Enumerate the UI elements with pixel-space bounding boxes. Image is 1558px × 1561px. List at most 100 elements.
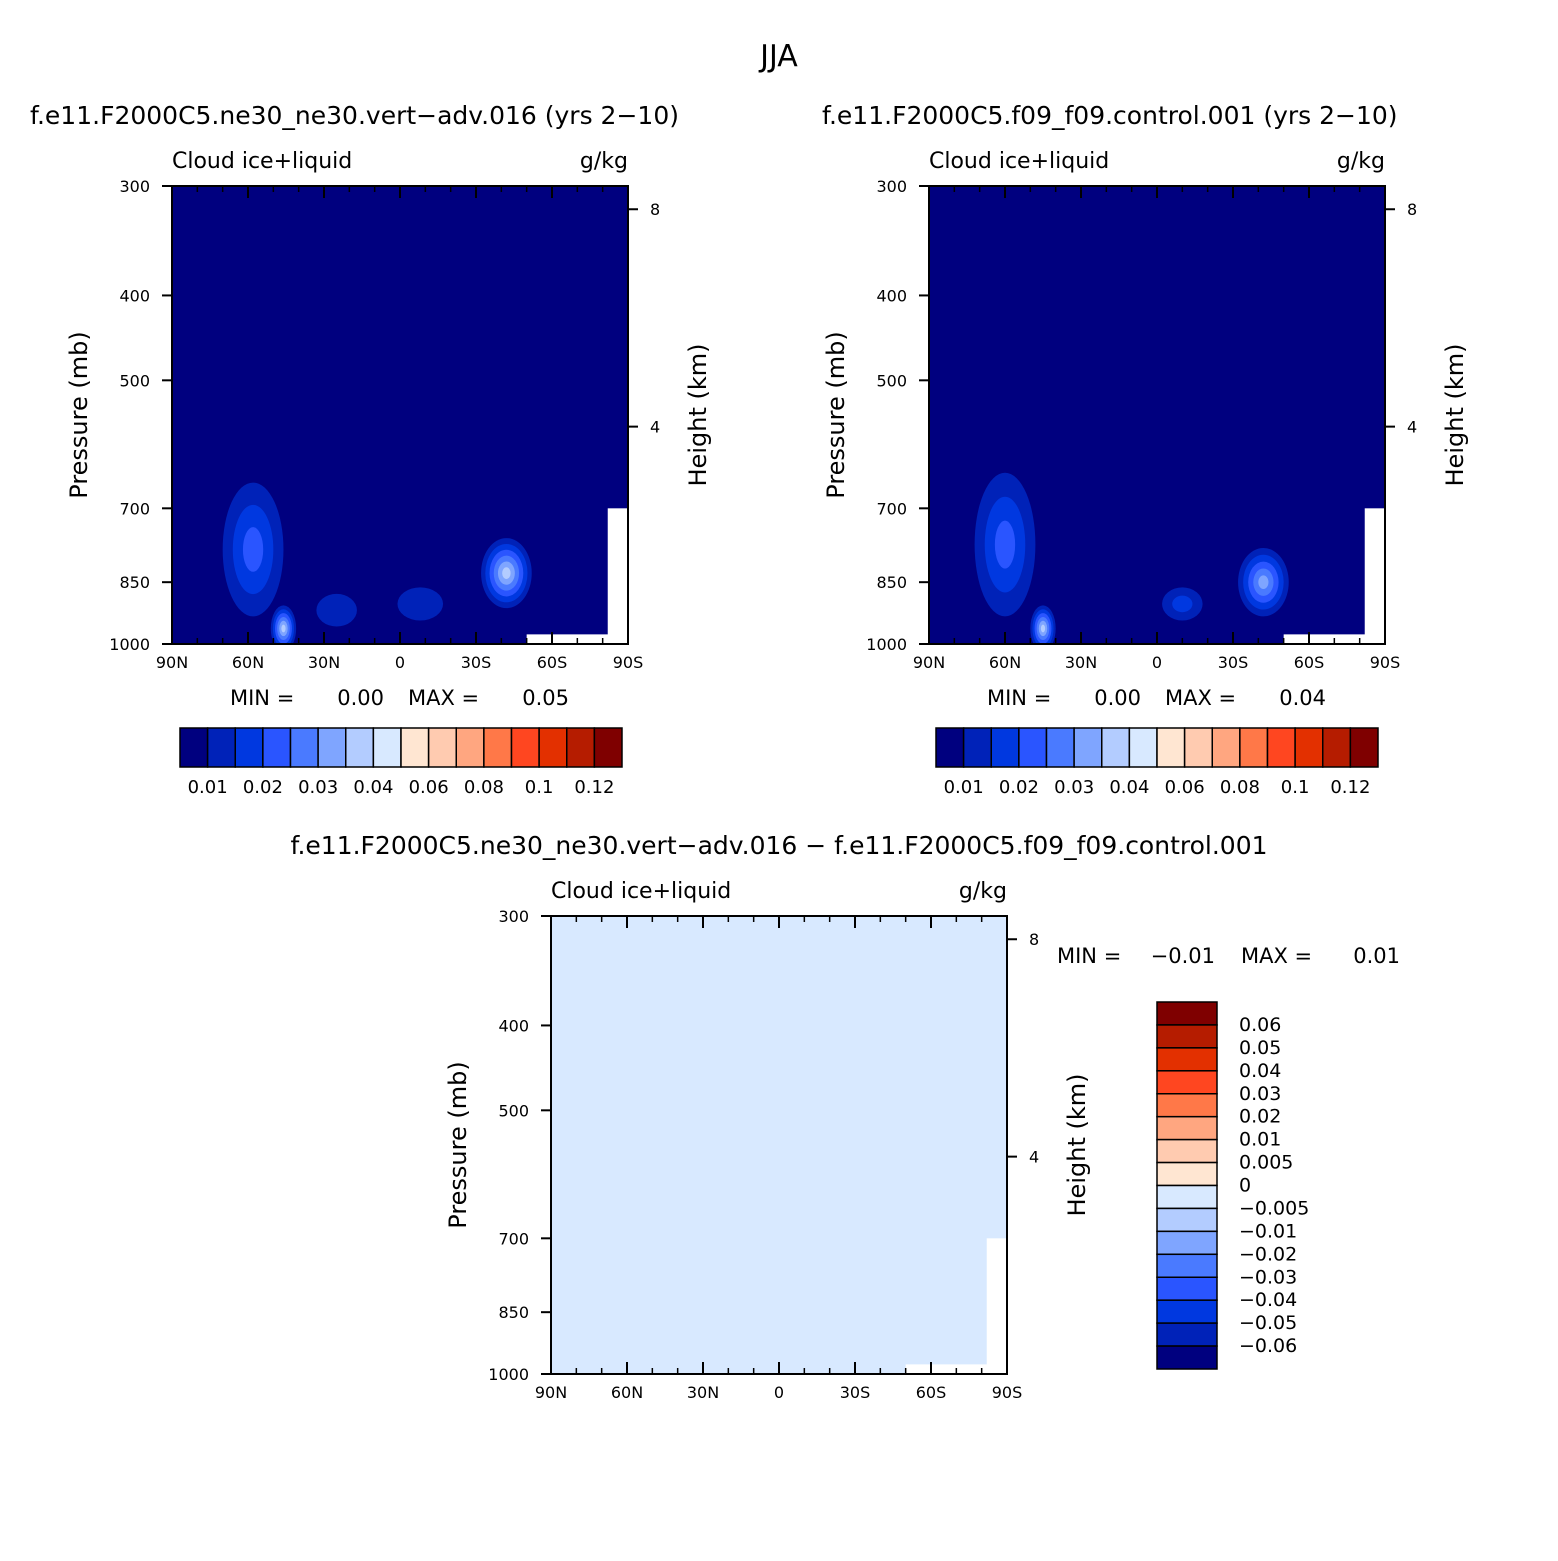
colorbar-label: 0.05 [1239,1037,1281,1059]
contour-feature-2-level-4 [1258,575,1269,590]
x-tick-label: 90N [913,653,945,672]
y-tick-label: 700 [876,499,907,518]
colorbar-swatch [1156,1161,1218,1187]
contour-feature-0-level-2 [242,527,264,572]
colorbar-swatch [1128,727,1158,768]
units-label: g/kg [1337,149,1385,174]
contour-feature-1-level-5 [1040,624,1046,633]
x-tick-label: 60S [537,653,568,672]
colorbar-swatch [1294,727,1324,768]
right-tick-label: 4 [650,418,660,437]
colorbar-swatch [179,727,209,768]
y-tick-label: 850 [498,1303,529,1322]
colorbar-label: 0.1 [525,777,554,798]
x-tick-label: 60N [989,653,1021,672]
contour-feature-4-level-0 [397,587,444,621]
y-tick-label: 1000 [488,1365,529,1384]
contour-feature-2-level-5 [502,567,511,579]
y-tick-label: 300 [498,907,529,926]
colorbar-swatch [935,727,965,768]
colorbar-swatch [1156,727,1186,768]
colorbar-label: 0.06 [1165,777,1205,798]
min-value: 0.00 [337,686,384,710]
y-tick-label: 700 [498,1229,529,1248]
max-label: MAX = [1165,686,1236,710]
colorbar-swatch [1156,1138,1218,1164]
right-axis-label: Height (km) [1063,1074,1091,1217]
colorbar-label: −0.06 [1239,1335,1297,1357]
colorbar-label: 0.04 [1109,777,1149,798]
field-background [551,916,1007,1374]
y-tick-label: 400 [119,286,150,305]
right-tick-label: 8 [650,200,660,219]
x-tick-label: 30N [687,1383,719,1402]
variable-name: Cloud ice+liquid [172,149,352,174]
colorbar-swatch [1101,727,1131,768]
colorbar-swatch [262,727,292,768]
colorbar-label: 0.005 [1239,1152,1293,1174]
x-tick-label: 60S [916,1383,947,1402]
right-tick-label: 4 [1029,1148,1039,1167]
colorbar-label: 0.01 [944,777,984,798]
colorbar-swatch [1156,1115,1218,1141]
y-tick-label: 500 [119,371,150,390]
x-tick-label: 30S [840,1383,871,1402]
x-tick-label: 30N [308,653,340,672]
colorbar-swatch [1156,1345,1218,1370]
x-tick-label: 90S [1370,653,1401,672]
y-tick-label: 850 [119,573,150,592]
colorbar-label: 0 [1239,1175,1251,1197]
colorbar-swatch [510,727,540,768]
colorbar-swatch [593,727,623,768]
colorbar-swatch [1266,727,1296,768]
min-label: MIN = [1057,944,1121,968]
y-tick-label: 400 [876,286,907,305]
colorbar-swatch [1156,1093,1218,1118]
colorbar-swatch [1349,727,1379,768]
colorbar-label: 0.01 [1239,1129,1281,1151]
y-tick-label: 700 [119,499,150,518]
colorbar-label: 0.1 [1281,777,1310,798]
x-tick-label: 60N [611,1383,643,1402]
y-tick-label: 300 [119,177,150,196]
colorbar-label: 0.02 [243,777,283,798]
y-tick-label: 850 [876,573,907,592]
units-label: g/kg [959,879,1007,904]
x-tick-label: 90N [156,653,188,672]
colorbar-swatch [1156,1024,1218,1049]
colorbar-label: −0.03 [1239,1266,1297,1288]
y-tick-label: 1000 [866,635,907,654]
colorbar-label: 0.08 [1220,777,1260,798]
right-tick-label: 8 [1407,200,1417,219]
right-axis-label: Height (km) [1441,344,1469,487]
colorbar-label: 0.03 [1239,1083,1281,1105]
x-tick-label: 90S [992,1383,1023,1402]
y-tick-label: 500 [498,1101,529,1120]
colorbar-label: 0.12 [1330,777,1370,798]
colorbar-swatch [372,727,402,768]
min-value: 0.00 [1094,686,1141,710]
colorbar-swatch [1156,1184,1218,1210]
colorbar-label: −0.02 [1239,1243,1297,1265]
max-value: 0.01 [1353,944,1400,968]
x-tick-label: 30S [1218,653,1249,672]
max-label: MAX = [408,686,479,710]
colorbar-label: 0.02 [999,777,1039,798]
colorbar-label: −0.05 [1239,1312,1297,1334]
variable-name: Cloud ice+liquid [929,149,1109,174]
x-tick-label: 60S [1294,653,1325,672]
panel-2-title: f.e11.F2000C5.f09_f09.control.001 (yrs 2… [822,101,1398,130]
colorbar-label: 0.03 [298,777,338,798]
colorbar-swatch [1156,1299,1218,1324]
colorbar-label: 0.06 [1239,1014,1281,1036]
min-value: −0.01 [1151,944,1215,968]
missing-data-antarctica [1364,508,1385,644]
colorbar-swatch [400,727,430,768]
colorbar-swatch [1156,1207,1218,1233]
colorbar-swatch [1018,727,1048,768]
x-tick-label: 90N [535,1383,567,1402]
colorbar-swatch [234,727,264,768]
